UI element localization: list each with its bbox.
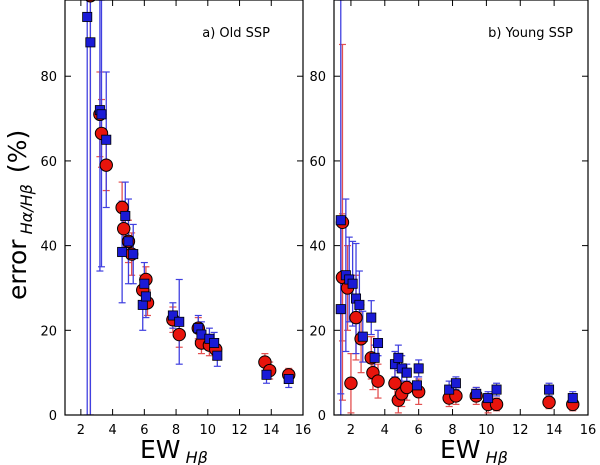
x-tick-label-b-6: 14 xyxy=(546,423,563,438)
point-square-b-15 xyxy=(411,380,422,391)
point-square-b-17 xyxy=(444,384,455,395)
y-tick-label-a-2: 40 xyxy=(40,240,57,255)
y-tick-label-b-2: 40 xyxy=(309,240,326,255)
point-circle-b-12 xyxy=(400,380,414,395)
point-square-a-1 xyxy=(85,37,96,48)
point-square-a-6 xyxy=(120,210,131,221)
panel-old-ssp: 2 4 6 8 10 12 14 16 0 20 40 60 80 a) Old SSP xyxy=(40,0,311,438)
point-square-b-6 xyxy=(354,299,365,310)
panel-young-ssp: 2 4 6 8 10 12 14 16 0 20 40 60 80 b) Young SSP xyxy=(309,0,596,438)
y-tick-label-b-1: 20 xyxy=(309,324,326,339)
point-square-a-8 xyxy=(128,249,139,260)
x-tick-label-b-2: 6 xyxy=(415,423,423,438)
x-tick-label-a-5: 12 xyxy=(231,423,248,438)
plot-frame-a xyxy=(64,0,304,416)
x-axis-label-left-sub: Hβ xyxy=(186,448,208,465)
y-axis-label-unit: (%) xyxy=(3,130,32,173)
point-square-a-10 xyxy=(139,278,150,289)
plot-area-b xyxy=(335,0,580,415)
point-square-a-5 xyxy=(117,246,128,257)
x-tick-label-b-0: 2 xyxy=(347,423,355,438)
x-tick-label-a-4: 10 xyxy=(200,423,217,438)
point-square-b-12 xyxy=(393,352,404,363)
plot-area-a xyxy=(82,0,296,415)
point-square-b-14 xyxy=(401,367,412,378)
panel-title-a: a) Old SSP xyxy=(202,26,270,41)
x-tick-label-a-6: 14 xyxy=(263,423,280,438)
point-square-b-20 xyxy=(483,393,494,404)
point-circle-a-5 xyxy=(117,221,131,236)
point-square-a-18 xyxy=(212,350,223,361)
point-square-b-8 xyxy=(366,312,377,323)
x-tick-label-a-2: 6 xyxy=(140,423,148,438)
point-square-b-21 xyxy=(491,384,502,395)
y-axis-label: error Hα/Hβ (%) xyxy=(3,130,36,300)
point-square-b-9 xyxy=(369,352,380,363)
x-tick-label-a-0: 2 xyxy=(77,423,85,438)
point-circle-b-8 xyxy=(371,374,385,388)
x-tick-label-b-4: 10 xyxy=(478,423,495,438)
point-square-a-19 xyxy=(261,369,272,380)
point-square-a-0 xyxy=(82,11,93,22)
x-axis-label-left: EW Hβ xyxy=(140,435,208,465)
y-tick-label-b-4: 80 xyxy=(309,70,326,85)
x-axis-label-right: EW Hβ xyxy=(440,435,508,465)
y-tick-label-a-3: 60 xyxy=(40,155,57,170)
y-tick-label-a-4: 80 xyxy=(40,70,57,85)
point-circle-b-4 xyxy=(349,310,363,325)
point-square-a-7 xyxy=(123,236,134,247)
x-tick-label-b-3: 8 xyxy=(448,423,456,438)
point-square-a-12 xyxy=(167,310,178,321)
panel-title-b: b) Young SSP xyxy=(488,26,573,41)
point-square-b-0 xyxy=(335,215,346,226)
point-square-a-13 xyxy=(174,316,185,327)
y-tick-label-b-3: 60 xyxy=(309,155,326,170)
x-tick-label-a-3: 8 xyxy=(172,423,180,438)
x-tick-label-a-7: 16 xyxy=(295,423,312,438)
point-square-b-4 xyxy=(347,278,358,289)
y-tick-label-a-1: 20 xyxy=(40,324,57,339)
y-axis-label-main: error xyxy=(3,239,32,300)
y-tick-label-b-0: 0 xyxy=(318,409,326,424)
point-circle-b-3 xyxy=(344,376,358,390)
point-square-b-1 xyxy=(335,304,346,315)
point-square-b-19 xyxy=(471,388,482,399)
point-square-a-3 xyxy=(96,109,107,120)
y-axis-label-sub: Hα/Hβ xyxy=(17,184,36,234)
point-square-a-9 xyxy=(137,299,148,310)
point-circle-a-12 xyxy=(172,327,186,342)
point-square-b-18 xyxy=(450,378,461,389)
point-square-a-17 xyxy=(209,338,220,349)
x-axis-label-right-main: EW xyxy=(440,435,481,464)
point-square-b-7 xyxy=(357,331,368,342)
plot-frame-b xyxy=(333,0,589,416)
x-axis-label-right-sub: Hβ xyxy=(486,448,508,465)
point-square-b-22 xyxy=(544,384,555,395)
point-circle-a-3 xyxy=(99,158,113,172)
x-tick-label-a-1: 4 xyxy=(108,423,116,438)
point-square-a-11 xyxy=(140,291,151,302)
point-circle-b-18 xyxy=(489,397,504,412)
y-tick-label-a-0: 0 xyxy=(49,409,57,424)
point-circle-b-9 xyxy=(388,376,402,390)
x-tick-label-b-1: 4 xyxy=(381,423,389,438)
point-square-b-16 xyxy=(413,363,424,374)
point-square-a-4 xyxy=(101,134,112,145)
point-square-b-10 xyxy=(373,338,384,349)
x-axis-label-left-main: EW xyxy=(140,435,181,464)
x-tick-label-b-7: 16 xyxy=(580,423,597,438)
point-square-a-20 xyxy=(283,374,294,385)
point-square-b-23 xyxy=(567,393,578,404)
point-circle-b-19 xyxy=(542,395,556,409)
x-tick-label-b-5: 12 xyxy=(512,423,529,438)
